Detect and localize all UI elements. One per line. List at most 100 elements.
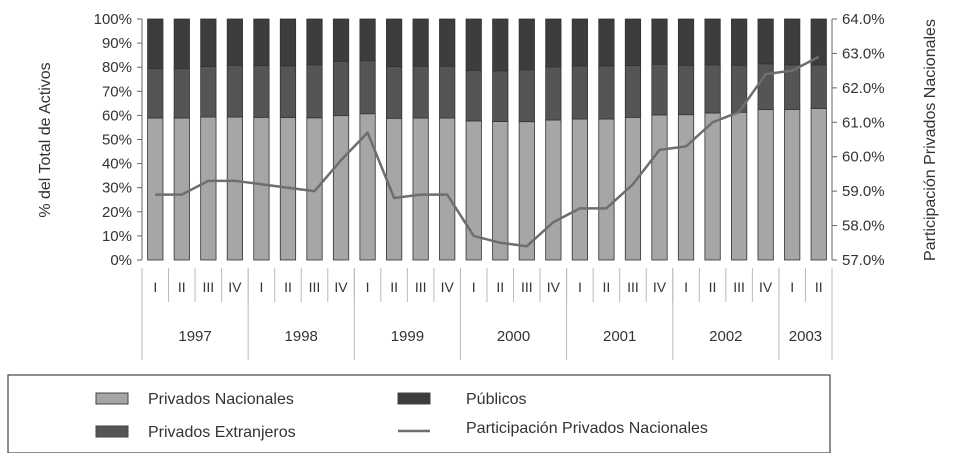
bar-segment (226, 116, 243, 261)
bar-segment (704, 64, 721, 114)
quarter-label: II (496, 279, 504, 295)
bar-segment (492, 121, 509, 261)
quarter-label: II (390, 279, 398, 295)
bar-segment (571, 65, 588, 120)
quarter-label: III (203, 279, 215, 295)
bar-segment (253, 116, 270, 261)
right-tick-label: 58.0% (842, 218, 885, 235)
bar-segment (810, 18, 827, 66)
left-tick-label: 70% (102, 83, 132, 100)
right-tick-label: 61.0% (842, 114, 885, 131)
legend-swatch-privados-extranjeros (95, 425, 129, 438)
bar-segment (386, 18, 403, 67)
quarter-label: I (578, 279, 582, 295)
quarter-label: II (709, 279, 717, 295)
bar-segment (598, 118, 615, 261)
quarter-label: I (366, 279, 370, 295)
quarter-label: II (178, 279, 186, 295)
quarter-label: III (415, 279, 427, 295)
bar-segment (200, 18, 217, 67)
quarter-label: IV (334, 279, 348, 295)
bar-segment (173, 117, 190, 261)
bar-segment (465, 120, 482, 261)
bar-segment (810, 64, 827, 109)
year-label: 2000 (497, 328, 530, 345)
bar-segment (651, 114, 668, 261)
quarter-label: III (733, 279, 745, 295)
quarter-label: III (627, 279, 639, 295)
bar-segment (545, 18, 562, 68)
left-tick-label: 100% (94, 11, 132, 28)
bar-segment (332, 115, 350, 261)
legend-label-participacion: Participación Privados Nacionales (466, 420, 708, 437)
bar-segment (253, 65, 270, 118)
quarter-label: II (603, 279, 611, 295)
legend-label-publicos: Públicos (466, 391, 526, 408)
right-tick-label: 59.0% (842, 183, 885, 200)
bar-segment (306, 64, 323, 119)
bar-segment (784, 108, 801, 261)
bar-segment (200, 116, 217, 261)
quarter-label: I (259, 279, 263, 295)
bar-segment (518, 18, 535, 71)
bar-segment (518, 121, 535, 261)
quarter-label: I (153, 279, 157, 295)
bar-segment (439, 117, 456, 261)
bar-segment (624, 65, 642, 118)
bar-segment (332, 18, 350, 62)
bar-segment (465, 69, 482, 122)
bar-segment (598, 18, 615, 67)
bar-segment (253, 18, 270, 66)
bar-segment (465, 18, 482, 71)
quarter-label: II (815, 279, 823, 295)
bar-segment (332, 61, 350, 117)
bar-segment (306, 117, 323, 261)
bar-segment (439, 65, 456, 119)
bar-segment (651, 18, 668, 65)
right-tick-label: 57.0% (842, 252, 885, 269)
left-axis-title: % del Total de Activos (37, 62, 54, 217)
left-y-axis: 0% 10% 20% 30% 40% 50% 60% 70% 80% 90% 100% (94, 11, 143, 269)
x-axis: I II III IV I II III IV I II III IV I II III IV I II III IV… (141, 268, 833, 360)
bar-segment (226, 18, 243, 66)
legend-swatch-publicos (397, 392, 431, 405)
bar-segment (279, 18, 297, 67)
quarter-label: IV (441, 279, 455, 295)
quarter-label: III (309, 279, 321, 295)
right-tick-label: 62.0% (842, 80, 885, 97)
participacion-line (155, 55, 820, 248)
bar-segment (545, 66, 562, 121)
line-series (155, 55, 820, 248)
right-tick-label: 64.0% (842, 11, 885, 28)
bar-segment (147, 18, 164, 70)
bar-segment (598, 65, 615, 120)
left-tick-label: 50% (102, 132, 132, 149)
left-tick-label: 0% (110, 252, 132, 269)
bar-segment (651, 63, 668, 116)
bar-segment (386, 117, 403, 261)
bar-segment (784, 18, 801, 66)
bar-segment (757, 109, 774, 261)
bar-segment (810, 108, 827, 261)
bar-segment (173, 18, 190, 70)
bar-segment (624, 18, 642, 66)
bar-segment (731, 18, 748, 66)
year-label: 1997 (178, 328, 211, 345)
bar-segment (704, 112, 721, 261)
quarter-label: IV (653, 279, 667, 295)
quarter-label: I (684, 279, 688, 295)
left-tick-label: 40% (102, 156, 132, 173)
bar-segment (359, 18, 376, 62)
year-label: 2003 (789, 328, 822, 345)
legend-label-privados-extranjeros: Privados Extranjeros (148, 424, 296, 441)
quarter-label: IV (547, 279, 561, 295)
bar-segment (757, 18, 774, 65)
bar-segment (306, 18, 323, 66)
bar-segment (412, 18, 429, 67)
quarter-label: III (521, 279, 533, 295)
left-tick-label: 60% (102, 107, 132, 124)
bar-segment (571, 118, 588, 261)
right-y-axis: 57.0% 58.0% 59.0% 60.0% 61.0% 62.0% 63.0% 64.0% (831, 11, 885, 269)
quarter-label: I (790, 279, 794, 295)
